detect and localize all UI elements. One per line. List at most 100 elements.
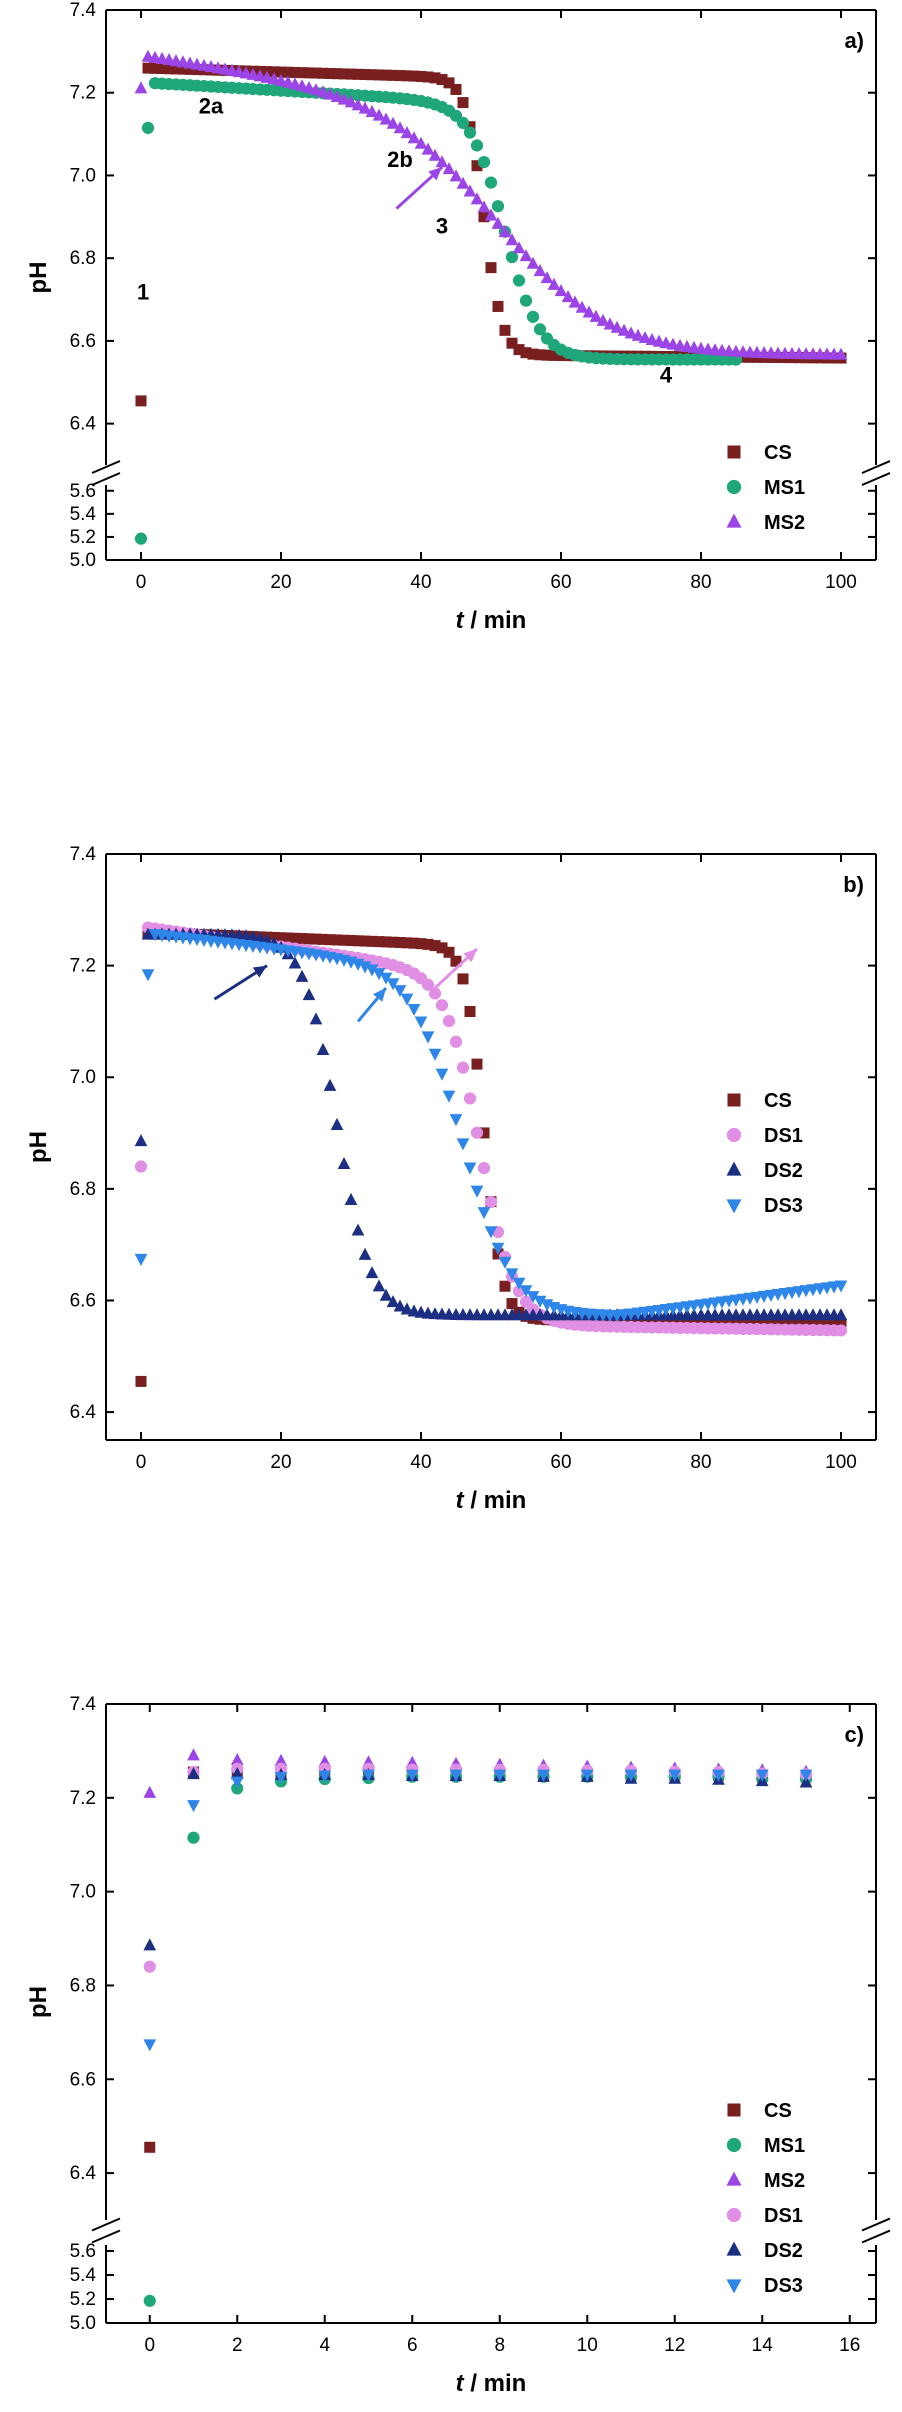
data-point [135,395,147,407]
x-tick-label: 12 [664,2335,685,2356]
data-point [554,284,568,297]
data-point [345,935,357,947]
series-ds2 [143,1767,813,1951]
legend-item-ms1: MS1 [726,2135,805,2157]
axis-break-mark [861,2217,891,2232]
x-axis-title: t / min [456,2370,527,2397]
x-tick-label: 0 [136,1452,147,1473]
data-point [187,1767,200,1780]
data-point [526,256,540,269]
legend-label: MS2 [764,2170,805,2192]
legend-marker [726,513,742,528]
data-point [177,63,189,75]
data-point [387,936,399,948]
data-point [561,290,575,303]
data-point [288,956,302,969]
x-tick-label: 80 [690,1452,711,1473]
data-point [449,1114,463,1127]
data-point [526,1291,540,1304]
y-tick-label: 6.8 [70,1179,96,1200]
data-point [435,999,449,1012]
data-point [442,162,456,175]
data-point [709,1316,721,1328]
data-point [450,955,462,967]
data-point [275,66,287,78]
x-tick-label: 6 [407,2335,418,2356]
data-point [351,1223,365,1236]
data-point [141,121,155,134]
y-tick-label: 7.0 [70,1882,96,1903]
data-point [580,1769,594,1782]
data-point [512,1277,526,1290]
x-tick-label: 14 [752,2335,774,2356]
data-point [330,89,344,103]
data-point [506,337,518,349]
data-point [834,1324,848,1337]
data-point [456,116,470,129]
data-point [366,69,378,81]
data-point [712,1769,725,1782]
data-point [477,1162,491,1175]
data-point [362,1769,375,1782]
arrow-head [463,948,477,963]
data-point [548,349,560,361]
data-point [141,969,155,982]
data-point [134,1160,148,1173]
data-point [758,1317,770,1329]
chart-panel-a: 6.4 6.6 6.8 7.0 7.2 7.4 5.0 5.2 5.4 5.6 0 20 40 60 80 1… [0,0,902,720]
data-point [513,344,525,356]
arrow-head [428,167,442,181]
data-point [506,1298,518,1310]
x-tick-label: 40 [410,572,431,593]
data-point [415,70,427,82]
data-point [491,200,505,213]
data-point [807,1317,819,1329]
data-point [492,300,504,312]
data-point [470,1126,484,1139]
data-point [407,131,421,144]
data-point [288,77,302,90]
data-point [393,1299,407,1312]
legend-item-ms2: MS2 [726,512,805,534]
series-ms1 [134,77,743,545]
data-point [449,169,463,182]
data-point [834,347,848,360]
legend-label: CS [764,1090,792,1112]
data-point [498,225,512,238]
data-point [716,1316,728,1328]
arrow-ds1 [433,947,479,990]
data-point [421,1031,435,1044]
data-point [534,349,546,361]
legend-marker [726,2171,742,2186]
y-tick-label: 5.4 [70,504,97,525]
data-point [230,1776,244,1789]
data-point [372,968,386,981]
y-tick-label: 7.0 [70,1067,96,1088]
data-point [456,1138,470,1151]
data-point [380,69,392,81]
legend-item-ds1: DS1 [726,1125,803,1147]
data-point [274,1753,288,1766]
data-point [533,323,547,336]
x-axis-title: t / min [456,1487,527,1514]
data-point [408,937,420,949]
data-point [617,323,631,336]
y-tick-label: 5.4 [70,2265,97,2286]
arrow-head [252,965,267,978]
y-tick-label: 6.4 [70,1402,97,1423]
legend-marker [726,479,742,495]
chart-panel-c: 6.4 6.6 6.8 7.0 7.2 7.4 5.0 5.2 5.4 5.6 0 2 4 6 8 10 12 1… [0,1680,902,2412]
data-point [230,1752,244,1766]
data-point [156,63,168,75]
legend-item-ds1: DS1 [726,2205,803,2227]
data-point [352,68,364,80]
arrow-ds3 [356,986,388,1023]
series-ds1 [134,921,848,1337]
legend-marker [726,1127,742,1143]
data-point [435,1068,449,1081]
data-point [323,87,337,100]
x-tick-label: 40 [410,1452,431,1473]
chart-panel-b: 6.4 6.6 6.8 7.0 7.2 7.4 0 20 40 60 80 100 t / min pH b… [0,780,902,1540]
data-point [695,1316,707,1328]
data-point [393,121,407,134]
